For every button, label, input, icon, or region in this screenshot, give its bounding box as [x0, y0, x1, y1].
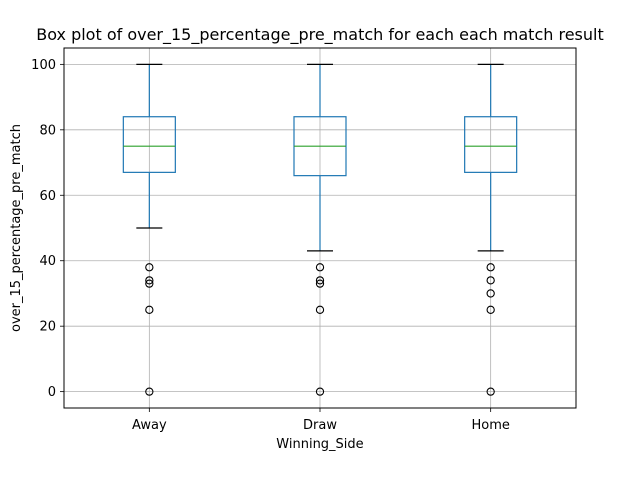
outlier-point	[315, 305, 325, 314]
x-tick-label: Away	[132, 418, 167, 433]
x-tick-label: Home	[471, 418, 509, 433]
box-iqr	[122, 116, 176, 173]
outlier-point	[315, 276, 325, 285]
y-axis: 0 20 40 60 80 100	[31, 58, 64, 400]
outlier-point	[145, 305, 154, 314]
y-tick-label: 0	[48, 385, 56, 400]
outlier-point	[486, 387, 495, 396]
chart-title: Box plot of over_15_percentage_pre_match…	[36, 25, 604, 45]
outlier-point	[315, 279, 325, 288]
y-tick-label: 20	[39, 320, 56, 335]
y-tick-label: 40	[39, 254, 56, 269]
outlier-point	[486, 276, 495, 285]
y-tick-label: 60	[39, 189, 56, 204]
y-axis-label: over_15_percentage_pre_match	[9, 124, 24, 332]
x-axis-label: Winning_Side	[276, 437, 363, 452]
x-tick-label: Draw	[303, 418, 337, 433]
x-axis: Away Draw Home	[132, 408, 510, 433]
box-group	[122, 63, 518, 396]
outlier-point	[315, 387, 325, 396]
box-iqr	[464, 116, 518, 173]
outlier-point	[145, 263, 154, 272]
outlier-point	[145, 276, 154, 285]
y-tick-label: 100	[31, 58, 56, 73]
outlier-point	[145, 279, 154, 288]
outlier-point	[145, 387, 154, 396]
y-tick-label: 80	[39, 123, 56, 138]
outlier-point	[486, 289, 495, 298]
outlier-point	[315, 263, 325, 272]
outlier-point	[486, 305, 495, 314]
outlier-point	[486, 263, 495, 272]
